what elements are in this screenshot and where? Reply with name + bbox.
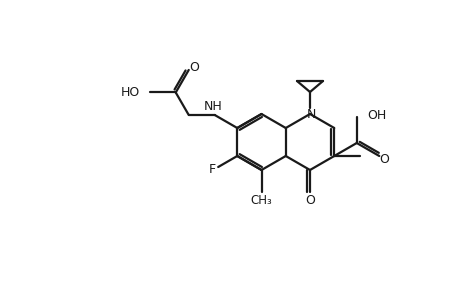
Text: HO: HO — [120, 86, 140, 99]
Text: CH₃: CH₃ — [250, 194, 272, 208]
Text: N: N — [306, 107, 315, 121]
Text: O: O — [304, 194, 314, 208]
Text: NH: NH — [203, 100, 222, 113]
Text: O: O — [379, 152, 388, 166]
Text: OH: OH — [366, 109, 385, 122]
Text: O: O — [188, 61, 198, 74]
Text: F: F — [208, 163, 215, 176]
